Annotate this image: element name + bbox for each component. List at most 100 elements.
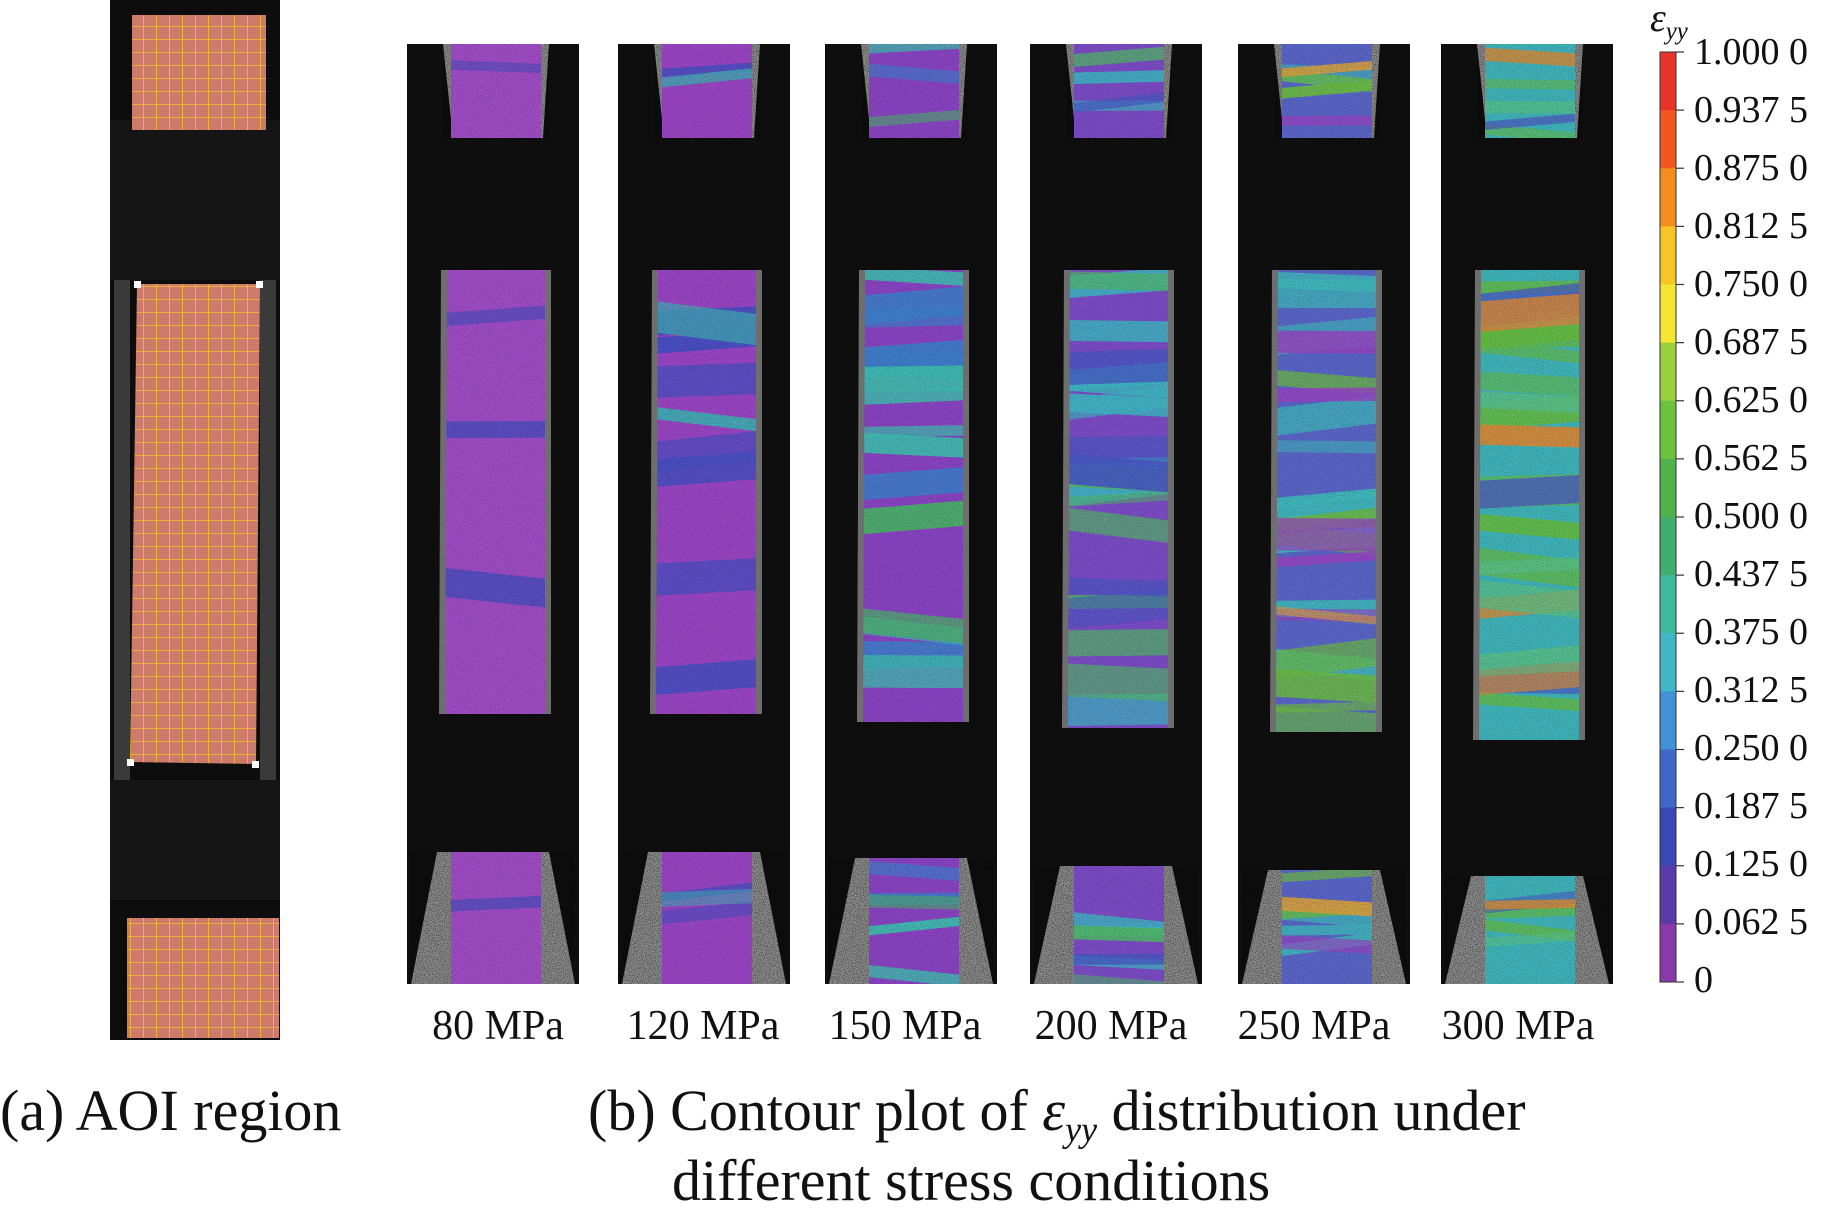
specimen-4 [1030, 44, 1202, 984]
colorbar-segment [1660, 749, 1676, 809]
colorbar-tick: 0.937 5 [1694, 89, 1808, 131]
aoi-corner-handle [127, 759, 134, 766]
strain-field-gauge [445, 270, 545, 714]
speckle-texture [1485, 876, 1575, 984]
colorbar-title: εyy [1650, 0, 1688, 46]
strain-field-gauge [1068, 270, 1168, 728]
colorbar-segment [1660, 110, 1676, 169]
colorbar-segment [1660, 52, 1676, 111]
speckle-texture [445, 270, 545, 714]
speckle-texture [869, 44, 959, 138]
aoi-corner-handle [134, 281, 141, 288]
speckle-texture [1282, 870, 1372, 984]
speckle-texture [863, 270, 963, 722]
colorbar-segment [1660, 575, 1676, 634]
aoi-caption: (a) AOI region [0, 1078, 342, 1143]
aoi-gauge-grid [130, 284, 260, 764]
colorbar-segment [1660, 865, 1676, 925]
aoi-corner-handle [252, 761, 259, 768]
colorbar-tick: 0.187 5 [1694, 785, 1808, 827]
aoi-upper-gap [110, 120, 280, 280]
strain-field-top-grip [1074, 44, 1164, 138]
colorbar-segment [1660, 691, 1676, 751]
contour-caption-prefix: (b) Contour plot of [588, 1078, 1028, 1143]
colorbar-tick: 0.437 5 [1694, 553, 1808, 595]
speckle-texture [662, 44, 752, 138]
speckle-texture [1276, 270, 1376, 732]
speckle-texture [451, 44, 541, 138]
colorbar-tick: 0.250 0 [1694, 727, 1808, 769]
colorbar-subscript: yy [1665, 17, 1688, 45]
aoi-top-grip-grid [132, 15, 266, 130]
strain-field-gauge [863, 270, 963, 722]
speckle-texture [656, 270, 756, 714]
colorbar-segment [1660, 633, 1676, 692]
stress-label-200: 200 MPa [1034, 1003, 1188, 1049]
colorbar-tick: 0.375 0 [1694, 611, 1808, 653]
colorbar-segment [1660, 458, 1676, 518]
colorbar-segment [1660, 923, 1676, 983]
colorbar-tick: 0.625 0 [1694, 379, 1808, 421]
strain-field-top-grip [1485, 44, 1575, 138]
speckle-texture [662, 852, 752, 984]
speckle-texture [451, 852, 541, 984]
specimen-panels [407, 44, 1613, 984]
strain-field-top-grip [662, 44, 752, 138]
stress-label-150: 150 MPa [828, 1003, 982, 1049]
strain-field-gauge [656, 270, 756, 714]
aoi-lower-gap [110, 780, 280, 900]
specimen-6 [1441, 44, 1613, 984]
colorbar-tick: 0.875 0 [1694, 147, 1808, 189]
speckle-texture [1074, 44, 1164, 138]
colorbar-segment [1660, 284, 1676, 344]
strain-field-gauge [1276, 270, 1376, 732]
colorbar [1659, 51, 1684, 983]
strain-field-top-grip [1282, 44, 1372, 138]
colorbar-tick: 0.125 0 [1694, 843, 1808, 885]
colorbar-tick: 0.062 5 [1694, 901, 1808, 943]
aoi-corner-handle [256, 281, 263, 288]
contour-caption-line2: different stress conditions [672, 1148, 1271, 1213]
specimen-2 [618, 44, 790, 984]
colorbar-tick: 0.812 5 [1694, 205, 1808, 247]
contour-caption-subscript: yy [1065, 1109, 1098, 1150]
strain-field-top-grip [451, 44, 541, 138]
strain-field-bottom-grip [869, 858, 959, 984]
colorbar-symbol: ε [1650, 0, 1666, 40]
colorbar-tick: 0.500 0 [1694, 495, 1808, 537]
strain-field-top-grip [869, 44, 959, 138]
aoi-left-edge [114, 280, 130, 780]
strain-field-bottom-grip [1282, 870, 1372, 984]
colorbar-tick: 0.312 5 [1694, 669, 1808, 711]
colorbar-segment [1660, 342, 1676, 402]
colorbar-tick: 0.687 5 [1694, 321, 1808, 363]
aoi-specimen [110, 0, 280, 1040]
stress-label-120: 120 MPa [626, 1003, 780, 1049]
colorbar-tick: 0 [1694, 959, 1713, 1001]
colorbar-segment [1660, 807, 1676, 867]
contour-caption-symbol: ε [1042, 1078, 1066, 1143]
colorbar-tick: 0.562 5 [1694, 437, 1808, 479]
stress-label-250: 250 MPa [1237, 1003, 1391, 1049]
strain-field-gauge [1479, 270, 1579, 740]
colorbar-segment [1660, 400, 1676, 460]
specimen-1 [407, 44, 579, 984]
speckle-texture [1282, 44, 1372, 138]
contour-caption-suffix: distribution under [1111, 1078, 1526, 1143]
strain-field-bottom-grip [1074, 866, 1164, 984]
stress-label-80: 80 MPa [432, 1003, 564, 1049]
strain-field-bottom-grip [1485, 876, 1575, 984]
specimen-5 [1238, 44, 1410, 984]
speckle-texture [869, 858, 959, 984]
speckle-texture [1479, 270, 1579, 740]
aoi-bottom-grip-grid [127, 918, 279, 1038]
strain-field-bottom-grip [451, 852, 541, 984]
contour-caption-line1: (b) Contour plot of εyy distribution und… [588, 1078, 1526, 1151]
colorbar-tick: 0.750 0 [1694, 263, 1808, 305]
speckle-texture [1074, 866, 1164, 984]
colorbar-segment [1660, 168, 1676, 227]
colorbar-segment [1660, 226, 1676, 286]
stress-label-300: 300 MPa [1441, 1003, 1595, 1049]
specimen-3 [825, 44, 997, 984]
